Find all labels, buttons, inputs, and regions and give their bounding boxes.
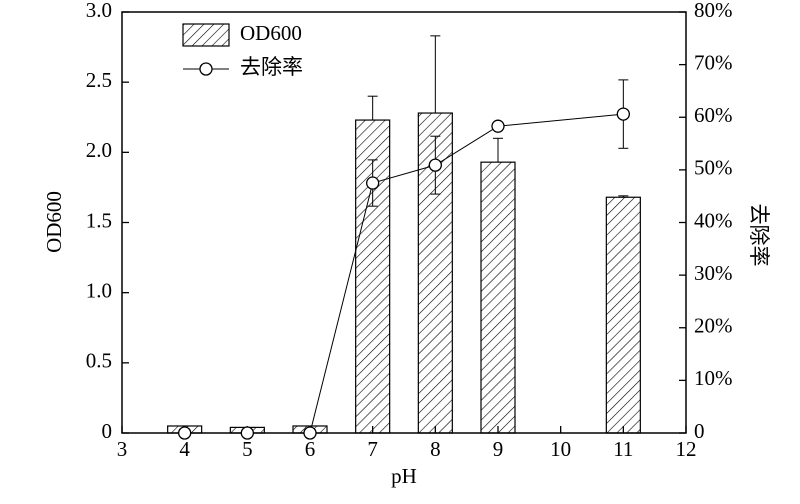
x-tick-label: 11: [613, 437, 633, 461]
x-tick-label: 4: [179, 437, 190, 461]
x-axis-label: pH: [391, 464, 417, 488]
marker: [616, 107, 630, 121]
y2-tick-label: 40%: [694, 208, 733, 232]
legend-swatch: [182, 23, 230, 47]
x-tick-label: 12: [676, 437, 697, 461]
x-tick-label: 3: [117, 437, 128, 461]
marker: [178, 426, 192, 440]
bar: [480, 161, 516, 434]
legend-label: 去除率: [240, 55, 303, 79]
marker: [240, 426, 254, 440]
x-tick-label: 9: [493, 437, 504, 461]
marker: [366, 176, 380, 190]
y2-tick-label: 60%: [694, 103, 733, 127]
y2-tick-label: 50%: [694, 156, 733, 180]
x-tick-label: 10: [550, 437, 571, 461]
x-tick-label: 5: [242, 437, 253, 461]
y-tick-label: 2.0: [86, 138, 112, 162]
y-tick-label: 3.0: [86, 0, 112, 22]
y2-tick-label: 0: [694, 419, 705, 443]
legend-swatch: [199, 62, 213, 76]
y2-tick-label: 80%: [694, 0, 733, 22]
marker: [491, 119, 505, 133]
y2-tick-label: 10%: [694, 366, 733, 390]
y-tick-label: 1.0: [86, 278, 112, 302]
x-tick-label: 7: [367, 437, 378, 461]
y-tick-label: 1.5: [86, 208, 112, 232]
y2-tick-label: 70%: [694, 50, 733, 74]
legend-label: OD600: [240, 21, 302, 45]
y-tick-label: 0: [102, 419, 113, 443]
marker: [428, 158, 442, 172]
y-tick-label: 2.5: [86, 68, 112, 92]
y2-axis-label: 去除率: [747, 204, 771, 267]
marker: [303, 426, 317, 440]
y2-tick-label: 30%: [694, 261, 733, 285]
bar: [605, 196, 641, 434]
x-tick-label: 8: [430, 437, 441, 461]
y-tick-label: 0.5: [86, 349, 112, 373]
line: [184, 113, 624, 434]
y-axis-label: OD600: [42, 191, 66, 253]
y2-tick-label: 20%: [694, 314, 733, 338]
x-tick-label: 6: [305, 437, 316, 461]
